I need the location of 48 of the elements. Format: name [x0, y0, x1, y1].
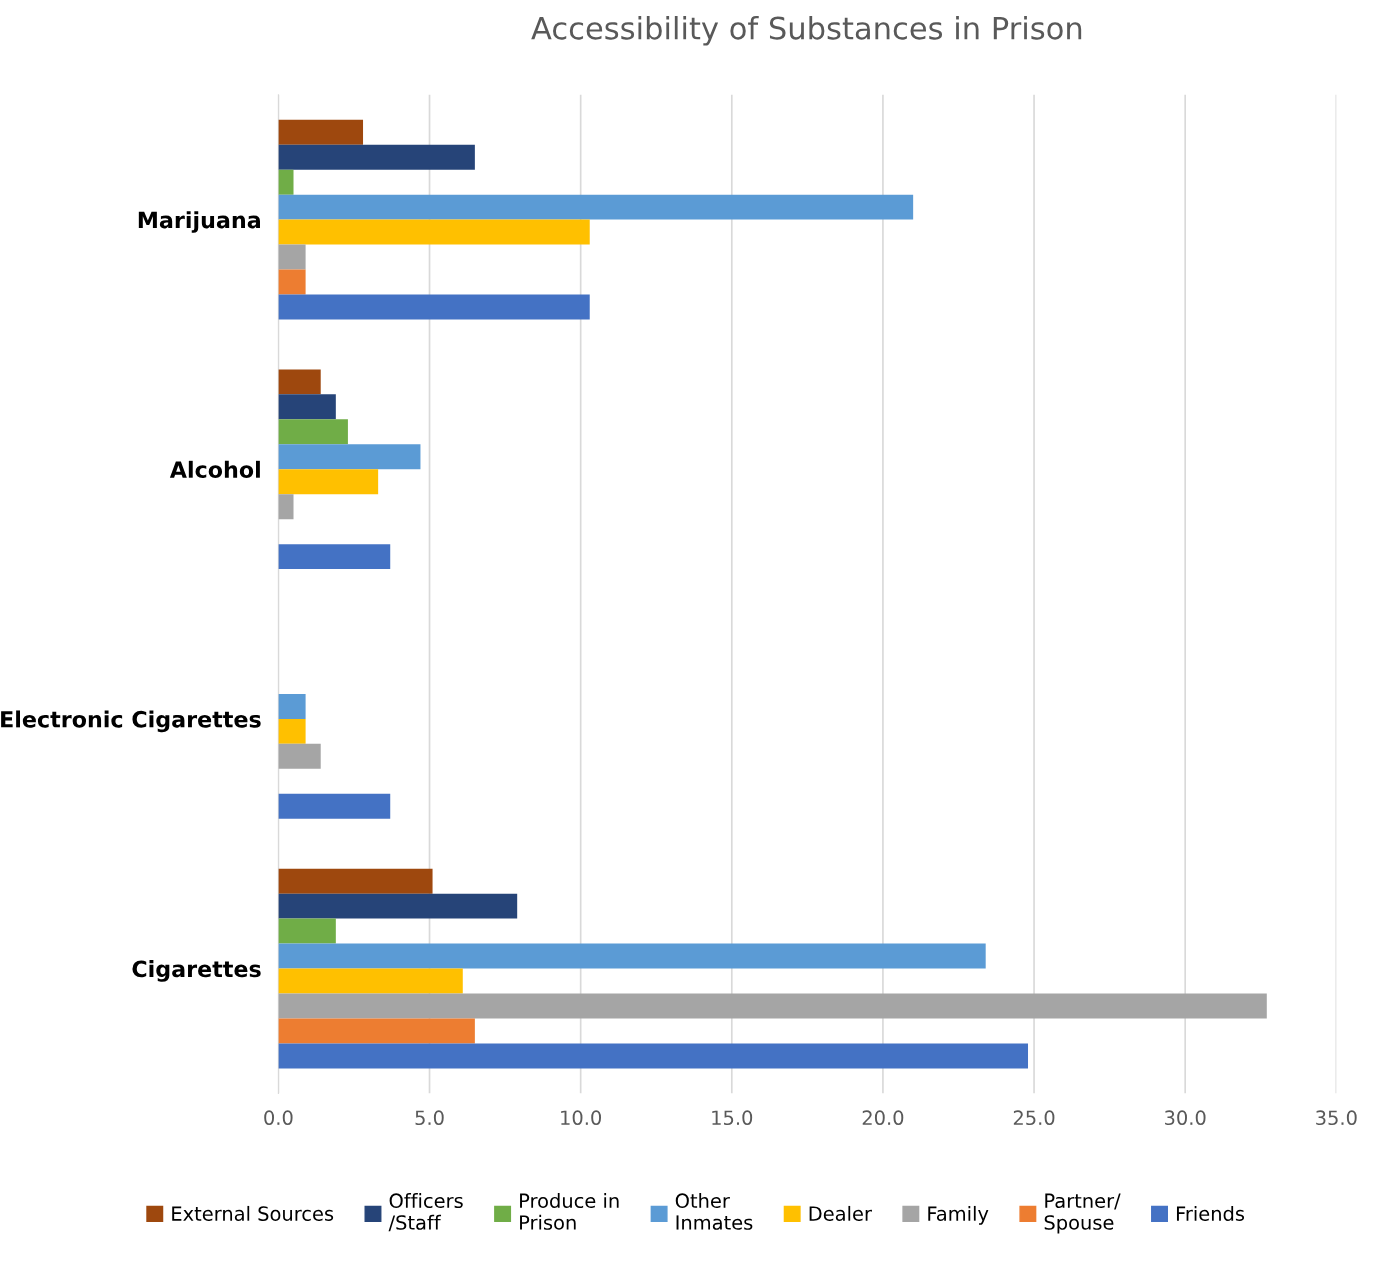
x-tick-label: 20.0: [862, 1110, 904, 1126]
bar: [278, 194, 914, 220]
bar: [278, 269, 306, 295]
x-tick-label: 15.0: [712, 1110, 753, 1126]
bar: [278, 244, 306, 270]
bar: [278, 793, 391, 819]
bar: [278, 394, 336, 420]
legend-label: External Sources: [172, 1205, 334, 1221]
chart-title: Accessibility of Substances in Prison: [531, 16, 1082, 46]
x-tick-label: 5.0: [415, 1110, 444, 1126]
bar: [278, 718, 306, 744]
y-tick-label: Marijuana: [138, 211, 260, 233]
bar: [278, 868, 433, 894]
bar: [278, 444, 421, 470]
bar: [278, 943, 986, 969]
x-tick-label: 10.0: [561, 1110, 602, 1126]
x-tick-label: 35.0: [1316, 1110, 1357, 1126]
y-tick-label: Cigarettes: [132, 960, 261, 982]
bar: [278, 419, 348, 445]
legend-label: Friends: [1176, 1205, 1245, 1221]
legend-label: Other Inmates: [675, 1193, 753, 1230]
y-tick-label: Alcohol: [169, 460, 260, 479]
bar: [278, 1043, 1029, 1069]
bar: [278, 144, 475, 170]
bar: [278, 494, 294, 520]
legend-label: Dealer: [809, 1205, 872, 1221]
bar: [278, 294, 590, 320]
bar: [278, 119, 364, 145]
bar: [278, 693, 306, 719]
bar: [278, 469, 379, 495]
bar: [278, 968, 463, 994]
y-tick-label: Electronic Cigarettes: [1, 710, 261, 733]
legend-label: Partner/ Spouse: [1044, 1193, 1121, 1234]
x-tick-label: 30.0: [1165, 1110, 1206, 1126]
x-tick-label: 25.0: [1013, 1110, 1055, 1126]
bar: [278, 918, 336, 944]
bar: [278, 544, 391, 570]
bar: [278, 743, 321, 769]
bar: [278, 1018, 475, 1044]
legend-label: Produce in Prison: [520, 1193, 619, 1230]
legend-label: Officers /Staff: [388, 1193, 463, 1232]
x-tick-label: 0.0: [264, 1110, 293, 1126]
bar: [278, 169, 294, 195]
legend-label: Family: [928, 1205, 989, 1225]
bar: [278, 219, 590, 245]
bar: [278, 893, 518, 919]
bar: [278, 369, 321, 395]
bar: [278, 993, 1267, 1019]
